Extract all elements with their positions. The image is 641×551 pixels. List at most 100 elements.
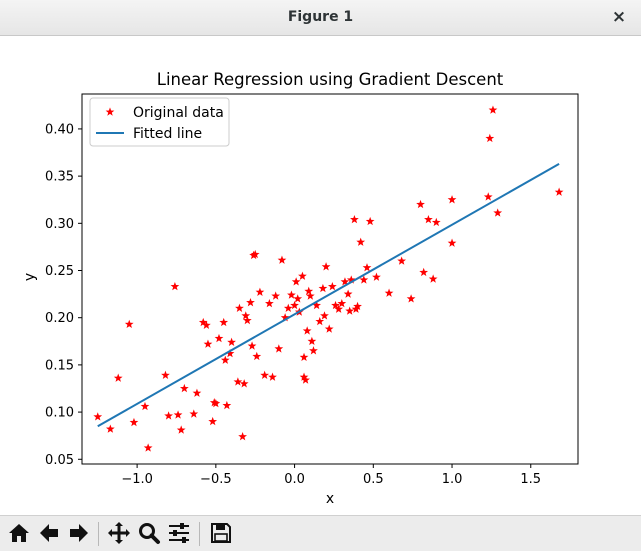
figure-canvas: Linear Regression using Gradient Descent…: [0, 36, 641, 515]
data-point: [208, 416, 218, 426]
y-tick-label: 0.30: [45, 217, 74, 232]
data-point: [416, 199, 425, 209]
data-point: [189, 409, 199, 418]
data-point: [192, 388, 202, 397]
data-point: [290, 300, 299, 310]
data-point: [203, 339, 213, 348]
data-point: [280, 313, 290, 322]
data-point: [298, 271, 307, 280]
close-icon[interactable]: ×: [611, 7, 627, 27]
data-point: [271, 291, 281, 300]
data-point: [337, 298, 347, 308]
data-point: [493, 208, 503, 217]
data-point: [219, 317, 229, 327]
toolbar-separator: [199, 522, 200, 546]
data-point: [242, 315, 252, 325]
data-point: [359, 275, 369, 284]
data-point: [211, 398, 221, 408]
data-point: [406, 294, 416, 303]
data-point: [140, 401, 150, 411]
legend-label-original-data: Original data: [133, 105, 224, 121]
plot-frame: [81, 93, 579, 465]
x-axis-label: x: [326, 491, 334, 507]
y-tick-label: 0.35: [45, 170, 74, 185]
window-titlebar: Figure 1 ×: [0, 0, 641, 36]
save-floppy-icon[interactable]: [208, 520, 234, 546]
data-point: [233, 377, 243, 386]
data-point: [124, 319, 134, 329]
data-point: [372, 272, 381, 281]
data-point: [227, 337, 236, 346]
data-point: [293, 294, 303, 303]
data-point: [346, 275, 356, 284]
toolbar-separator: [98, 522, 99, 546]
data-point: [320, 311, 329, 320]
data-point: [105, 424, 115, 433]
home-icon[interactable]: [6, 520, 32, 546]
data-point: [428, 274, 438, 283]
data-point: [340, 277, 350, 286]
data-point: [291, 277, 301, 286]
data-point: [365, 216, 375, 226]
data-point: [129, 417, 139, 427]
x-tick-label: 0.5: [363, 472, 384, 487]
data-point: [419, 267, 429, 277]
data-point: [252, 351, 262, 361]
data-point: [397, 256, 407, 265]
data-point: [318, 283, 328, 293]
data-point: [225, 348, 235, 358]
data-point: [241, 311, 251, 320]
x-tick-label: 1.5: [520, 472, 541, 487]
data-point: [327, 281, 337, 291]
data-point: [304, 286, 314, 295]
y-tick-label: 0.40: [45, 122, 74, 137]
data-point: [302, 326, 312, 335]
data-point: [331, 300, 340, 310]
forward-arrow-icon[interactable]: [66, 520, 92, 546]
data-point: [447, 195, 457, 204]
data-point: [287, 290, 296, 299]
zoom-magnifier-icon[interactable]: [136, 520, 162, 546]
data-point: [301, 375, 310, 384]
data-point: [250, 249, 260, 259]
data-point: [424, 214, 433, 224]
data-point: [179, 383, 189, 393]
data-point: [176, 425, 186, 434]
legend-star-marker: [105, 107, 115, 116]
data-point: [214, 333, 224, 343]
data-point: [277, 255, 287, 264]
x-tick-label: 1.0: [442, 472, 463, 487]
data-point: [238, 432, 247, 441]
data-point: [235, 303, 244, 312]
chart-title: Linear Regression using Gradient Descent: [157, 70, 504, 89]
navigation-toolbar: [0, 515, 641, 551]
data-point: [170, 281, 180, 291]
data-point: [305, 291, 315, 300]
data-point: [309, 346, 318, 355]
data-point: [345, 306, 355, 315]
data-point: [353, 301, 362, 311]
fitted-line: [97, 162, 560, 428]
data-point: [143, 443, 153, 452]
data-point: [343, 289, 353, 298]
pan-move-icon[interactable]: [106, 520, 132, 546]
data-point: [488, 105, 498, 114]
data-point: [222, 400, 232, 410]
data-point: [384, 288, 394, 297]
data-point: [164, 411, 173, 420]
data-point: [483, 192, 493, 201]
data-point: [299, 372, 309, 381]
back-arrow-icon[interactable]: [36, 520, 62, 546]
subplots-sliders-icon[interactable]: [166, 520, 192, 546]
data-point: [334, 304, 344, 313]
data-point: [198, 317, 208, 327]
data-point: [554, 187, 564, 196]
data-point: [220, 355, 230, 364]
data-point: [299, 352, 309, 362]
y-tick-label: 0.20: [45, 311, 74, 326]
data-point: [274, 344, 284, 353]
legend-frame: [89, 97, 230, 147]
x-tick-label: −0.5: [200, 472, 232, 487]
data-point: [268, 372, 277, 381]
y-axis-label: y: [22, 273, 38, 281]
